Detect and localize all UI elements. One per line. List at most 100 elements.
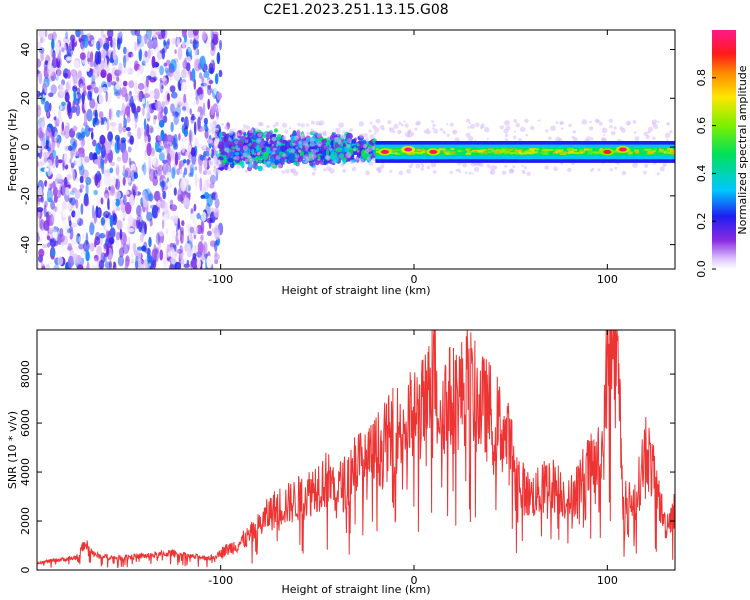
heat-cell (177, 151, 181, 161)
heat-cell (295, 154, 300, 159)
heat-cell (54, 82, 58, 91)
heat-cell (181, 144, 186, 153)
heat-cell (309, 141, 316, 147)
heat-cell (45, 140, 49, 150)
heat-cell (88, 72, 92, 78)
heat-cell (102, 223, 106, 236)
heat-cell (669, 130, 673, 134)
heat-cell (609, 125, 613, 129)
heat-cell (125, 221, 130, 227)
heat-cell (520, 152, 527, 155)
heat-cell (169, 71, 173, 81)
heat-cell (99, 179, 103, 187)
heat-cell (338, 139, 341, 142)
heat-cell (123, 55, 127, 68)
heat-cell (309, 137, 315, 143)
heat-cell (123, 233, 127, 245)
heat-cell (140, 127, 145, 135)
heat-cell (190, 208, 194, 214)
heat-cell (135, 216, 140, 221)
heat-cell (529, 148, 536, 151)
heat-cell (101, 86, 108, 92)
heat-cell (274, 128, 278, 133)
colorbar-tick-label: 0.8 (695, 69, 708, 87)
heat-cell (312, 166, 317, 171)
heat-cell (59, 227, 64, 238)
heat-cell (350, 160, 354, 165)
heat-cell (465, 152, 472, 155)
heat-cell (123, 190, 130, 195)
heat-cell (567, 148, 574, 151)
heat-cell (262, 136, 265, 139)
heat-cell (119, 111, 125, 120)
heat-cell (288, 127, 292, 130)
heat-cell (94, 109, 98, 123)
heat-cell (651, 151, 655, 154)
heat-cell (84, 111, 88, 126)
heat-cell (136, 90, 143, 102)
heat-cell (504, 120, 510, 126)
heat-cell (442, 150, 448, 153)
heat-cell (351, 166, 357, 172)
heat-cell (169, 199, 174, 207)
heat-cell (37, 42, 42, 48)
heat-cell (189, 164, 195, 176)
x-tick-label: 100 (597, 273, 618, 286)
heat-cell (166, 152, 171, 167)
heat-cell (290, 148, 296, 154)
heat-cell (552, 151, 555, 154)
heat-cell (194, 174, 198, 187)
heat-cell (503, 128, 509, 134)
heat-cell (452, 129, 458, 135)
heat-hotspot (404, 147, 413, 152)
heat-cell (50, 84, 57, 95)
heat-cell (85, 250, 90, 262)
heat-cell (38, 248, 45, 258)
heat-cell (555, 151, 559, 154)
heat-cell (355, 156, 359, 161)
heat-cell (60, 42, 67, 54)
heat-cell (115, 163, 120, 178)
heat-cell (203, 71, 210, 79)
heat-cell (93, 189, 98, 196)
heat-cell (95, 65, 100, 74)
heat-cell (234, 140, 238, 144)
heat-cell (120, 241, 125, 252)
heat-cell (407, 129, 412, 134)
heat-cell (236, 139, 244, 148)
heat-cell (138, 221, 143, 233)
heat-cell (466, 118, 471, 123)
heat-cell (446, 123, 449, 126)
heat-cell (672, 150, 675, 152)
heat-cell (664, 132, 671, 139)
heat-cell (512, 149, 515, 152)
heat-cell (144, 248, 151, 255)
heat-cell (83, 193, 89, 207)
heat-cell (336, 133, 340, 137)
heat-cell (365, 170, 370, 176)
heat-cell (274, 158, 282, 164)
colorbar-gradient (712, 30, 736, 269)
heat-cell (197, 143, 201, 149)
heat-cell (93, 83, 100, 97)
heat-cell (499, 125, 504, 130)
heat-cell (244, 158, 249, 163)
heat-cell (114, 77, 122, 90)
heat-cell (230, 150, 235, 157)
heat-cell (189, 234, 193, 247)
heat-cell (187, 223, 193, 237)
heat-cell (71, 222, 77, 228)
heat-cell (445, 149, 452, 152)
heat-cell (112, 176, 116, 187)
heat-cell (162, 162, 169, 176)
heat-cell (173, 70, 181, 82)
heat-cell (40, 138, 45, 151)
heat-cell (161, 85, 164, 90)
heat-cell (422, 152, 427, 155)
heat-cell (280, 145, 288, 152)
heat-cell (134, 80, 138, 95)
heat-cell (619, 126, 624, 131)
heat-cell (56, 117, 61, 124)
heat-cell (544, 165, 549, 170)
heat-cell (322, 131, 326, 136)
